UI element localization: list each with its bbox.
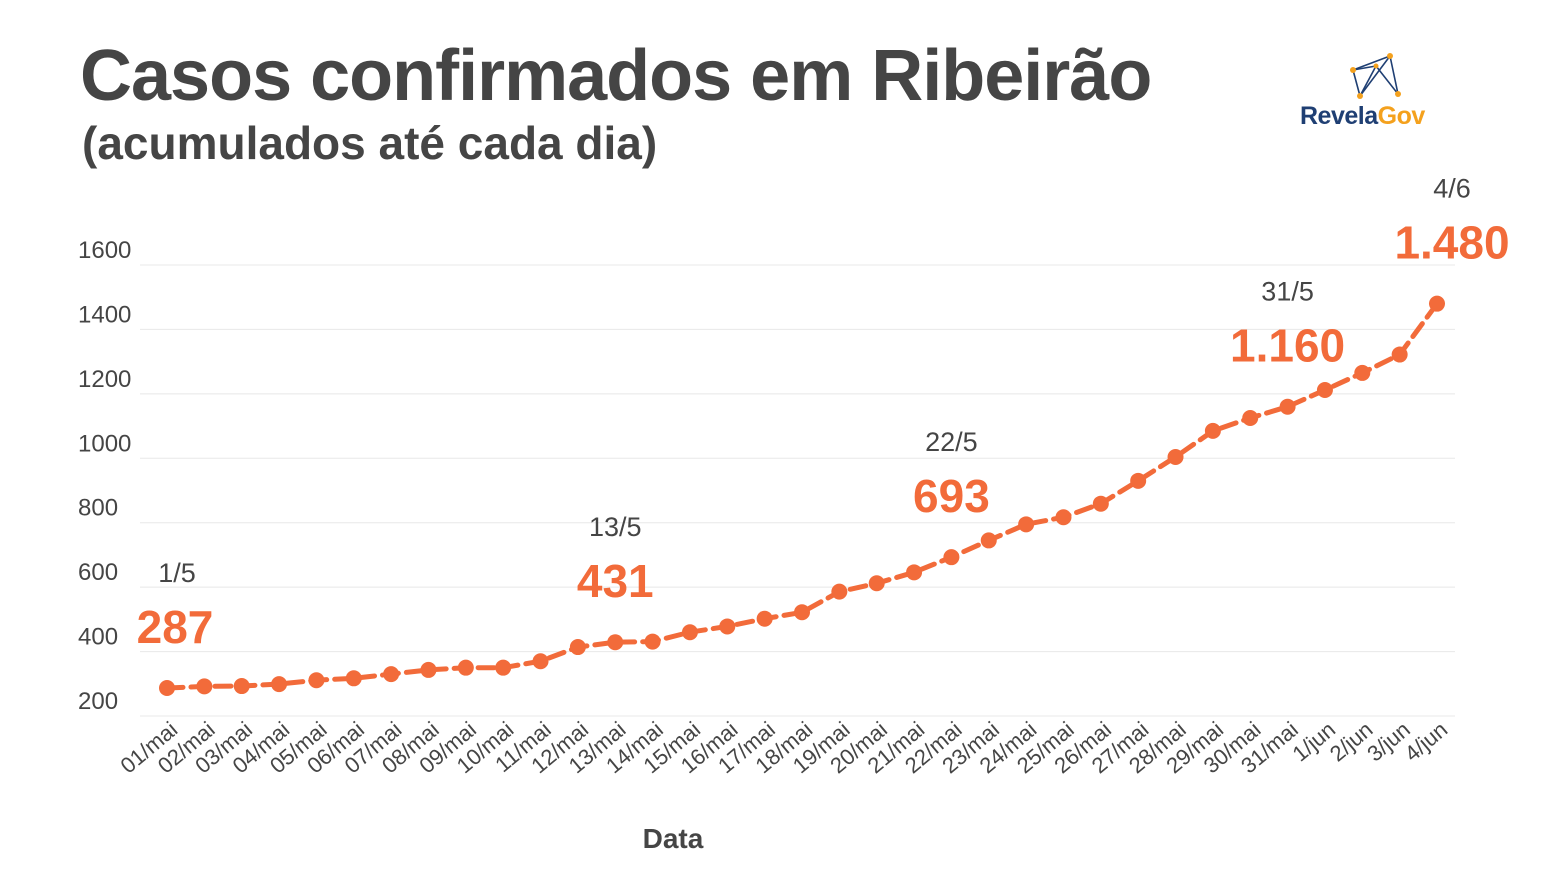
data-point bbox=[1204, 422, 1221, 439]
y-tick-label: 1200 bbox=[78, 366, 131, 393]
annotations: 1/5 287 13/5 431 22/5 693 31/5 1.160 4/6 1.480 bbox=[137, 174, 1510, 653]
data-point bbox=[308, 672, 325, 689]
data-point bbox=[1391, 346, 1408, 363]
annotation-value: 1.480 bbox=[1394, 217, 1509, 269]
data-point bbox=[271, 676, 288, 693]
data-point bbox=[383, 666, 400, 683]
data-point bbox=[980, 532, 997, 549]
logo-wordmark: RevelaGov bbox=[1300, 102, 1425, 131]
data-point bbox=[1130, 472, 1147, 489]
y-tick-label: 600 bbox=[78, 559, 118, 586]
y-tick-label: 800 bbox=[78, 495, 118, 522]
y-tick-label: 1600 bbox=[78, 237, 131, 264]
data-point bbox=[1279, 398, 1296, 415]
chart-title: Casos confirmados em Ribeirão bbox=[80, 36, 1152, 116]
data-point bbox=[457, 659, 474, 676]
data-point bbox=[756, 610, 773, 627]
y-tick-label: 1400 bbox=[78, 301, 131, 328]
x-axis-ticks: 01/mai02/mai03/mai04/mai05/mai06/mai07/m… bbox=[116, 717, 1453, 779]
data-point bbox=[1242, 410, 1259, 427]
logo-text-revela: Revela bbox=[1300, 102, 1378, 130]
annotation-date: 22/5 bbox=[925, 427, 978, 457]
data-point bbox=[495, 659, 512, 676]
annotation-date: 13/5 bbox=[589, 512, 642, 542]
data-point bbox=[1429, 295, 1445, 312]
data-point bbox=[906, 564, 923, 581]
data-point bbox=[345, 670, 362, 687]
x-axis-label: Data bbox=[643, 823, 704, 854]
data-point bbox=[868, 575, 885, 592]
data-point bbox=[159, 679, 175, 696]
y-tick-label: 1000 bbox=[78, 430, 131, 457]
y-tick-label: 400 bbox=[78, 624, 118, 651]
data-point bbox=[233, 678, 250, 695]
data-point bbox=[1018, 516, 1035, 533]
chart-subtitle: (acumulados até cada dia) bbox=[82, 117, 658, 169]
data-point bbox=[943, 549, 960, 566]
data-point bbox=[794, 604, 810, 621]
annotation-value: 1.160 bbox=[1230, 320, 1345, 372]
data-point bbox=[681, 624, 698, 641]
logo-text-gov: Gov bbox=[1377, 102, 1426, 130]
data-point bbox=[719, 618, 736, 635]
data-point bbox=[1354, 364, 1371, 381]
annotation-value: 287 bbox=[137, 601, 214, 653]
annotation-value: 693 bbox=[913, 470, 990, 522]
data-point bbox=[1055, 509, 1072, 526]
data-point bbox=[196, 678, 213, 695]
data-point bbox=[607, 634, 624, 651]
data-point bbox=[644, 633, 661, 650]
grid-lines bbox=[140, 264, 1455, 717]
data-point bbox=[1092, 495, 1109, 512]
series-points bbox=[159, 295, 1445, 696]
annotation-value: 431 bbox=[577, 555, 654, 607]
logo-network-icon bbox=[1350, 53, 1401, 99]
revelagov-logo: RevelaGov bbox=[1298, 52, 1458, 142]
data-point bbox=[1167, 448, 1184, 465]
data-point bbox=[569, 639, 586, 656]
data-point bbox=[1316, 381, 1333, 398]
annotation-date: 4/6 bbox=[1433, 174, 1471, 204]
annotation-date: 1/5 bbox=[158, 558, 196, 588]
y-tick-label: 200 bbox=[78, 688, 118, 715]
y-axis-ticks: 200 400 600 800 1000 1200 1400 1600 bbox=[78, 237, 131, 715]
data-point bbox=[831, 583, 848, 600]
data-point bbox=[532, 653, 549, 670]
x-tick-label: 4/jun bbox=[1400, 717, 1453, 767]
data-point bbox=[420, 661, 437, 678]
annotation-date: 31/5 bbox=[1261, 277, 1314, 307]
